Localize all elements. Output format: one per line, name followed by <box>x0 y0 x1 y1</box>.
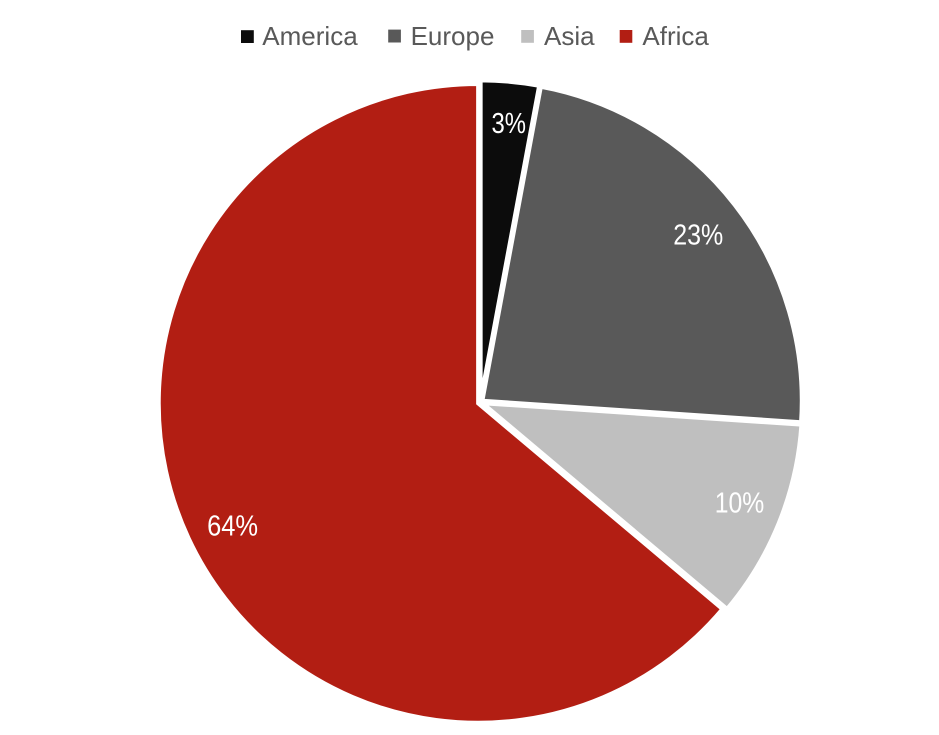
svg-text:Africa: Africa <box>642 21 709 51</box>
svg-text:64%: 64% <box>207 511 258 543</box>
svg-text:America: America <box>262 21 358 51</box>
svg-text:3%: 3% <box>491 108 526 140</box>
svg-text:10%: 10% <box>715 487 765 519</box>
svg-text:Asia: Asia <box>544 21 595 51</box>
svg-text:23%: 23% <box>673 220 723 252</box>
svg-text:Europe: Europe <box>411 21 495 51</box>
